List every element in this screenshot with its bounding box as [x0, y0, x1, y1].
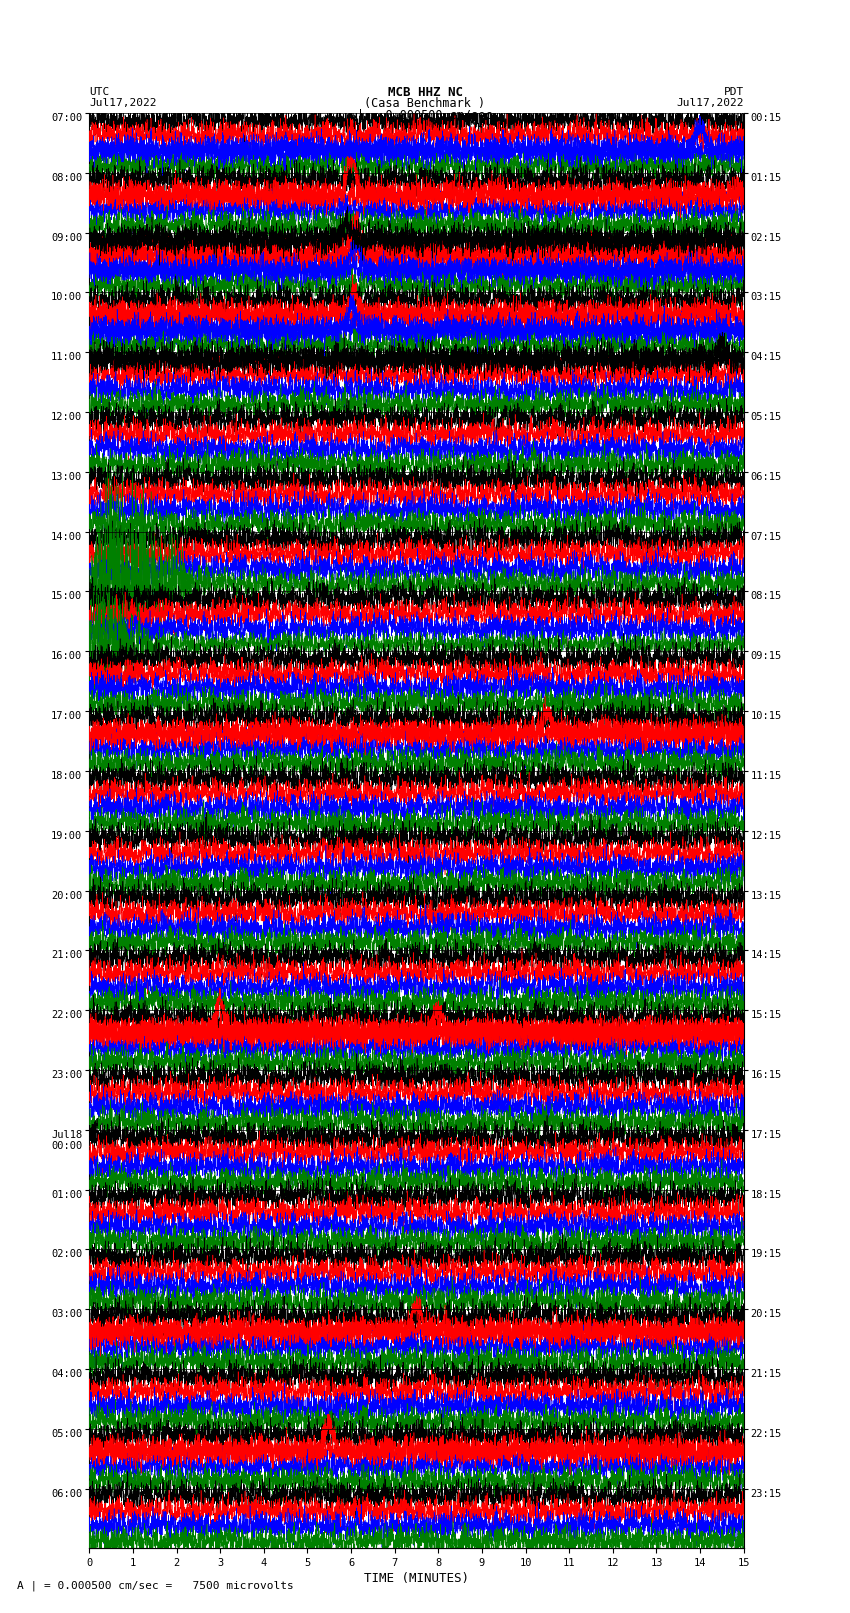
Text: (Casa Benchmark ): (Casa Benchmark ): [365, 97, 485, 111]
Text: Jul17,2022: Jul17,2022: [89, 98, 156, 108]
Text: Jul17,2022: Jul17,2022: [677, 98, 744, 108]
Text: | = 0.000500 cm/sec: | = 0.000500 cm/sec: [357, 108, 493, 123]
Text: A | = 0.000500 cm/sec =   7500 microvolts: A | = 0.000500 cm/sec = 7500 microvolts: [17, 1581, 294, 1590]
X-axis label: TIME (MINUTES): TIME (MINUTES): [364, 1573, 469, 1586]
Text: MCB HHZ NC: MCB HHZ NC: [388, 85, 462, 100]
Text: PDT: PDT: [723, 87, 744, 97]
Text: UTC: UTC: [89, 87, 110, 97]
